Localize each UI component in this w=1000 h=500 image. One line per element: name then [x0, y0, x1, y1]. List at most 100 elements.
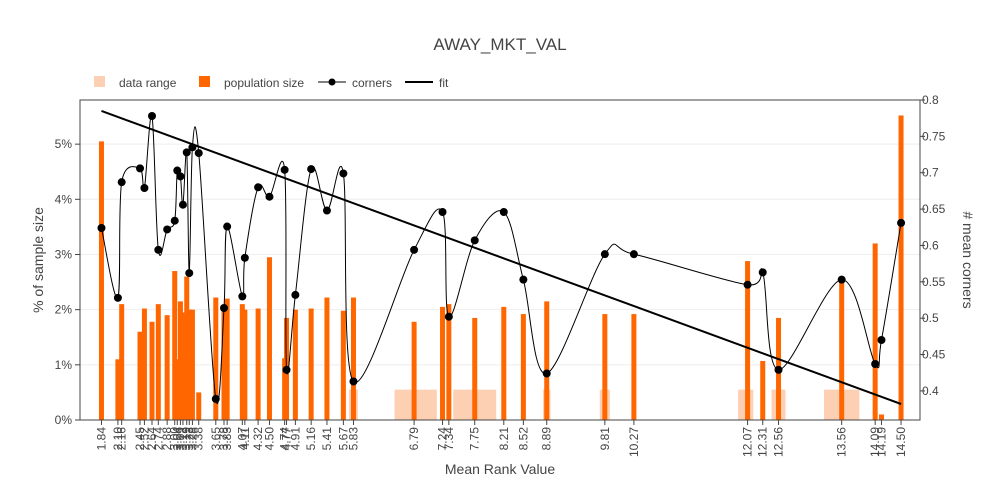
x-tick-label: 13.56: [835, 427, 849, 457]
y-tick-label: 5%: [55, 137, 73, 151]
population-bar: [308, 308, 314, 420]
corners-marker: [194, 149, 203, 158]
x-tick-label: 3.65: [209, 427, 223, 451]
corners-marker: [837, 275, 846, 284]
x-tick-label: 14.19: [874, 427, 888, 457]
y-tick-label: 4%: [55, 192, 73, 206]
corners-marker: [438, 208, 447, 216]
x-tick-label: 8.52: [516, 427, 530, 451]
y-axis-right: 0.4 0.45 0.5 0.55 0.6 0.65 0.7 0.75 0.8: [920, 93, 946, 398]
population-bar: [177, 301, 183, 420]
corners-marker: [220, 304, 228, 312]
population-bar: [760, 360, 766, 420]
x-tick-label: 3.38: [192, 427, 206, 451]
population-bar: [119, 304, 125, 420]
y-axis-title: % of sample size: [30, 207, 46, 313]
x-tick-label: 7.34: [442, 427, 456, 451]
y2-tick-label: 0.75: [922, 129, 946, 143]
population-bar: [180, 312, 186, 420]
corners-marker: [444, 312, 453, 321]
corners-marker: [600, 250, 609, 259]
x-axis-title: Mean Rank Value: [445, 461, 555, 477]
x-tick-label: 9.81: [598, 427, 612, 451]
corners-marker: [254, 183, 263, 192]
corners-marker: [185, 269, 194, 278]
population-bar: [224, 298, 230, 420]
x-tick-label: 3.83: [220, 427, 234, 451]
corners-marker: [410, 245, 419, 254]
chart-title: AWAY_MKT_VAL: [433, 35, 566, 54]
corners-marker: [280, 165, 289, 174]
population-bar: [839, 282, 845, 420]
corners-marker: [97, 224, 106, 232]
corners-marker: [136, 164, 144, 173]
fit-line: [101, 109, 902, 405]
population-bar: [745, 261, 751, 420]
corners-marker: [117, 178, 126, 187]
data-range-layer: [293, 389, 860, 420]
plot-frame: [79, 99, 921, 421]
fit-layer: [101, 109, 902, 405]
x-tick-label: 8.89: [540, 427, 554, 451]
legend-label-corners: corners: [352, 76, 392, 90]
population-bar: [189, 309, 195, 420]
corners-marker: [113, 293, 122, 302]
x-tick-label: 5.83: [346, 427, 360, 451]
population-bar: [324, 297, 330, 420]
population-bar: [472, 317, 478, 420]
x-tick-label: 4.07: [235, 427, 249, 451]
y2-tick-label: 0.55: [922, 275, 946, 289]
corners-marker: [499, 208, 508, 216]
corners-marker: [291, 290, 300, 299]
corners-marker: [140, 184, 149, 192]
corners-marker: [163, 225, 172, 234]
x-tick-label: 2.74: [151, 427, 165, 451]
population-bar: [221, 309, 227, 420]
corners-marker: [519, 275, 528, 284]
corners-marker: [871, 360, 880, 368]
x-tick-label: 3.78: [217, 427, 231, 451]
legend-marker-corners: [328, 78, 336, 86]
x-tick-label: 1.84: [94, 427, 108, 451]
x-tick-label: 5.67: [336, 427, 350, 451]
x-tick-label: 12.56: [772, 427, 786, 457]
population-bar: [520, 314, 526, 420]
population-bar: [446, 304, 452, 420]
population-bar: [149, 321, 155, 420]
y-tick-label: 0%: [55, 413, 73, 427]
population-bar: [98, 141, 104, 420]
x-tick-label: 3.23: [182, 427, 196, 451]
corners-marker: [223, 222, 232, 231]
legend-label-fit: fit: [439, 76, 449, 90]
y2-tick-label: 0.5: [922, 311, 939, 325]
x-tick-label: 10.27: [627, 427, 641, 457]
x-tick-label: 14.09: [868, 427, 882, 457]
legend-label-population: population size: [224, 76, 304, 90]
corners-marker: [178, 200, 187, 209]
corners-layer: [97, 112, 906, 404]
corners-marker: [188, 143, 197, 152]
population-bar: [115, 359, 121, 420]
x-tick-label: 7.75: [468, 427, 482, 451]
x-axis: 1.84 2.102.16 2.452.522.642.742.883.003.04…: [94, 420, 908, 457]
population-bar: [898, 115, 904, 420]
corners-marker: [240, 253, 249, 262]
x-tick-label: 4.74: [278, 427, 292, 451]
population-bar: [242, 309, 248, 420]
y2-tick-label: 0.8: [922, 93, 939, 107]
x-tick-label: 5.16: [304, 427, 318, 451]
population-bar: [411, 321, 417, 420]
legend-swatch-population: [199, 76, 210, 87]
population-bar-layer: [98, 115, 904, 420]
population-bar: [872, 243, 878, 420]
x-tick-label: 2.88: [160, 427, 174, 451]
population-bar: [141, 308, 147, 420]
y-tick-label: 1%: [55, 358, 73, 372]
population-bar: [544, 301, 550, 420]
x-tick-label: 4.91: [288, 427, 302, 451]
population-bar: [631, 314, 637, 420]
population-bar: [878, 414, 884, 420]
corners-marker: [322, 206, 331, 215]
x-tick-label: 2.64: [145, 427, 159, 451]
